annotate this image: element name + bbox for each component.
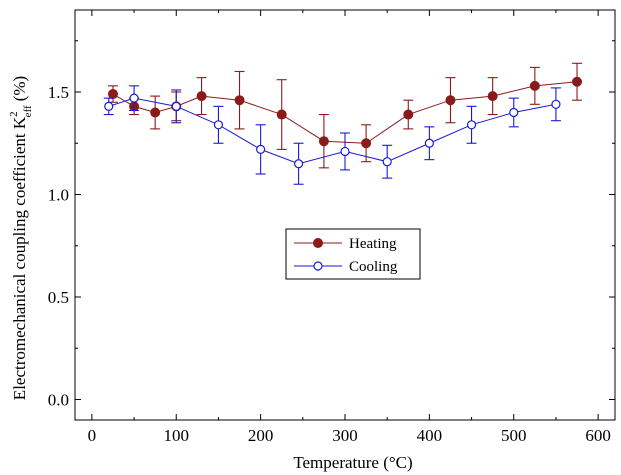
series-cooling [103, 85, 561, 185]
legend-box [285, 228, 421, 280]
data-point [104, 101, 114, 111]
data-point [318, 136, 329, 147]
x-tick-label: 600 [585, 426, 611, 445]
x-tick-label: 300 [332, 426, 358, 445]
axes: 0 100 200 300 400 500 600 0.0 0.5 1.0 1.5 [48, 9, 616, 445]
x-tick-label: 500 [501, 426, 527, 445]
data-point [213, 120, 224, 130]
data-point [403, 109, 414, 120]
y-tick-label: 1.5 [48, 83, 69, 102]
data-point [171, 101, 181, 111]
y-axis-label-unit: (%) [10, 76, 29, 101]
y-axis-label-subscript: eff [22, 105, 34, 117]
series-line-cooling [108, 97, 557, 165]
data-point [361, 138, 372, 149]
data-point [445, 95, 456, 106]
data-point [487, 91, 498, 102]
data-point [424, 138, 434, 148]
legend-label-heating: Heating [349, 236, 397, 252]
x-tick-label: 200 [248, 426, 274, 445]
data-point [150, 107, 161, 118]
data-point [382, 157, 392, 167]
data-point [466, 120, 477, 130]
data-point [293, 159, 304, 169]
x-tick-label: 400 [417, 426, 443, 445]
y-axis-label-main: Electromechanical coupling coefficient K [10, 116, 29, 400]
x-tick-label: 0 [88, 426, 97, 445]
y-tick-label: 1.0 [48, 186, 69, 205]
legend-marker-cooling [313, 261, 323, 271]
legend-marker-heating [313, 238, 323, 248]
data-point [572, 76, 583, 87]
data-point [529, 80, 540, 91]
data-point [256, 144, 266, 154]
y-tick-label: 0.5 [48, 288, 69, 307]
legend-label-cooling: Cooling [349, 259, 398, 275]
data-point [340, 146, 350, 157]
data-point [196, 91, 207, 102]
legend: Heating Cooling [285, 228, 421, 280]
data-point [129, 93, 139, 103]
y-tick-label: 0.0 [48, 391, 69, 410]
y-axis-label: Electromechanical coupling coefficient K… [8, 76, 34, 400]
x-tick-label: 100 [164, 426, 190, 445]
data-point [509, 107, 519, 118]
x-axis-label: Temperature (°C) [293, 453, 412, 472]
data-point [551, 99, 561, 109]
plot-area [103, 62, 583, 185]
data-point [107, 89, 118, 100]
data-point [276, 109, 287, 120]
y-axis-label-superscript: 2 [8, 111, 20, 117]
data-point [234, 95, 245, 106]
